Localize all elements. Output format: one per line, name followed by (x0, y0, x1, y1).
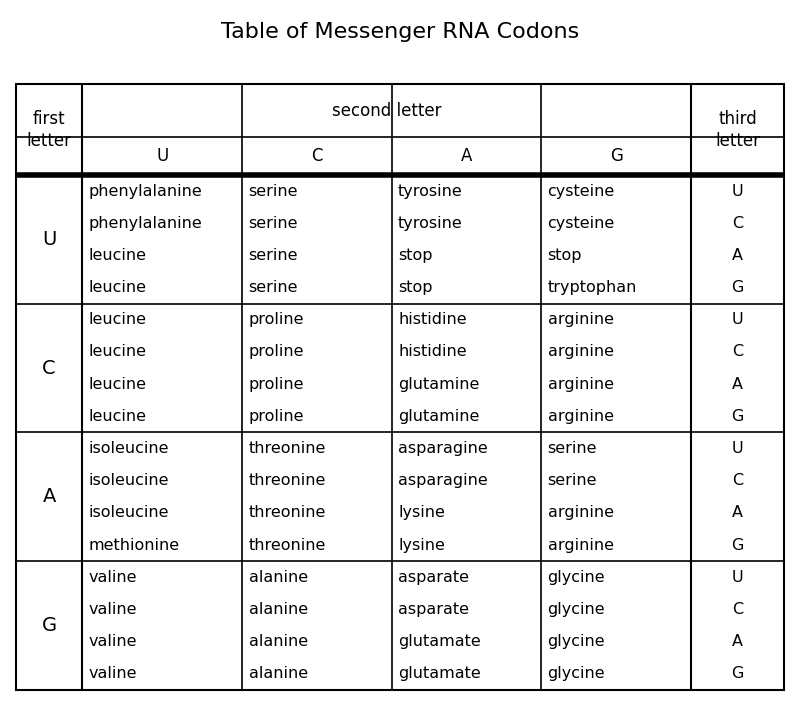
Text: glutamate: glutamate (398, 634, 481, 649)
Text: threonine: threonine (249, 441, 326, 456)
Bar (16, 84, 784, 690)
Text: serine: serine (548, 473, 597, 488)
Text: leucine: leucine (89, 409, 146, 424)
Text: alanine: alanine (249, 666, 308, 681)
Text: threonine: threonine (249, 538, 326, 553)
Text: A: A (732, 377, 743, 391)
Text: glycine: glycine (548, 570, 606, 585)
Text: C: C (311, 147, 323, 165)
Text: valine: valine (89, 602, 137, 617)
Text: histidine: histidine (398, 344, 466, 360)
Text: C: C (42, 358, 56, 377)
Text: asparagine: asparagine (398, 441, 488, 456)
Text: alanine: alanine (249, 602, 308, 617)
Text: glycine: glycine (548, 666, 606, 681)
Text: valine: valine (89, 570, 137, 585)
Text: alanine: alanine (249, 634, 308, 649)
Text: arginine: arginine (548, 344, 614, 360)
Text: asparagine: asparagine (398, 473, 488, 488)
Text: C: C (732, 602, 743, 617)
Text: U: U (42, 230, 56, 249)
Text: serine: serine (249, 215, 298, 231)
Text: isoleucine: isoleucine (89, 473, 169, 488)
Text: proline: proline (249, 377, 304, 391)
Text: C: C (732, 473, 743, 488)
Text: U: U (732, 184, 743, 199)
Text: stop: stop (398, 280, 433, 295)
Text: leucine: leucine (89, 344, 146, 360)
Text: tyrosine: tyrosine (398, 215, 463, 231)
Text: proline: proline (249, 344, 304, 360)
Text: leucine: leucine (89, 280, 146, 295)
Text: U: U (732, 313, 743, 327)
Text: phenylalanine: phenylalanine (89, 184, 202, 199)
Text: third
letter: third letter (715, 110, 760, 150)
Text: serine: serine (249, 280, 298, 295)
Text: valine: valine (89, 634, 137, 649)
Text: isoleucine: isoleucine (89, 441, 169, 456)
Text: proline: proline (249, 313, 304, 327)
Text: G: G (731, 280, 744, 295)
Text: alanine: alanine (249, 570, 308, 585)
Text: serine: serine (249, 184, 298, 199)
Text: A: A (732, 505, 743, 520)
Text: A: A (732, 248, 743, 263)
Text: asparate: asparate (398, 570, 469, 585)
Text: glutamine: glutamine (398, 409, 479, 424)
Text: histidine: histidine (398, 313, 466, 327)
Text: U: U (732, 570, 743, 585)
Text: stop: stop (398, 248, 433, 263)
Text: glutamine: glutamine (398, 377, 479, 391)
Text: A: A (732, 634, 743, 649)
Text: valine: valine (89, 666, 137, 681)
Text: arginine: arginine (548, 313, 614, 327)
Text: methionine: methionine (89, 538, 179, 553)
Text: glycine: glycine (548, 602, 606, 617)
Text: G: G (42, 616, 57, 635)
Text: A: A (42, 487, 56, 506)
Text: tryptophan: tryptophan (548, 280, 637, 295)
Text: A: A (461, 147, 472, 165)
Text: U: U (732, 441, 743, 456)
Text: glutamate: glutamate (398, 666, 481, 681)
Text: arginine: arginine (548, 505, 614, 520)
Text: arginine: arginine (548, 409, 614, 424)
Text: C: C (732, 344, 743, 360)
Text: cysteine: cysteine (548, 184, 615, 199)
Text: arginine: arginine (548, 377, 614, 391)
Text: tyrosine: tyrosine (398, 184, 463, 199)
Text: asparate: asparate (398, 602, 469, 617)
Text: G: G (610, 147, 622, 165)
Text: lysine: lysine (398, 538, 445, 553)
Text: cysteine: cysteine (548, 215, 615, 231)
Text: second letter: second letter (332, 101, 442, 120)
Text: serine: serine (249, 248, 298, 263)
Text: leucine: leucine (89, 377, 146, 391)
Text: leucine: leucine (89, 248, 146, 263)
Text: stop: stop (548, 248, 582, 263)
Text: threonine: threonine (249, 473, 326, 488)
Text: isoleucine: isoleucine (89, 505, 169, 520)
Text: arginine: arginine (548, 538, 614, 553)
Text: first
letter: first letter (26, 110, 72, 150)
Text: G: G (731, 666, 744, 681)
Text: phenylalanine: phenylalanine (89, 215, 202, 231)
Text: leucine: leucine (89, 313, 146, 327)
Text: serine: serine (548, 441, 597, 456)
Text: G: G (731, 409, 744, 424)
Text: threonine: threonine (249, 505, 326, 520)
Text: proline: proline (249, 409, 304, 424)
Text: G: G (731, 538, 744, 553)
Text: C: C (732, 215, 743, 231)
Text: Table of Messenger RNA Codons: Table of Messenger RNA Codons (221, 22, 579, 42)
Text: glycine: glycine (548, 634, 606, 649)
Text: lysine: lysine (398, 505, 445, 520)
Text: U: U (156, 147, 169, 165)
